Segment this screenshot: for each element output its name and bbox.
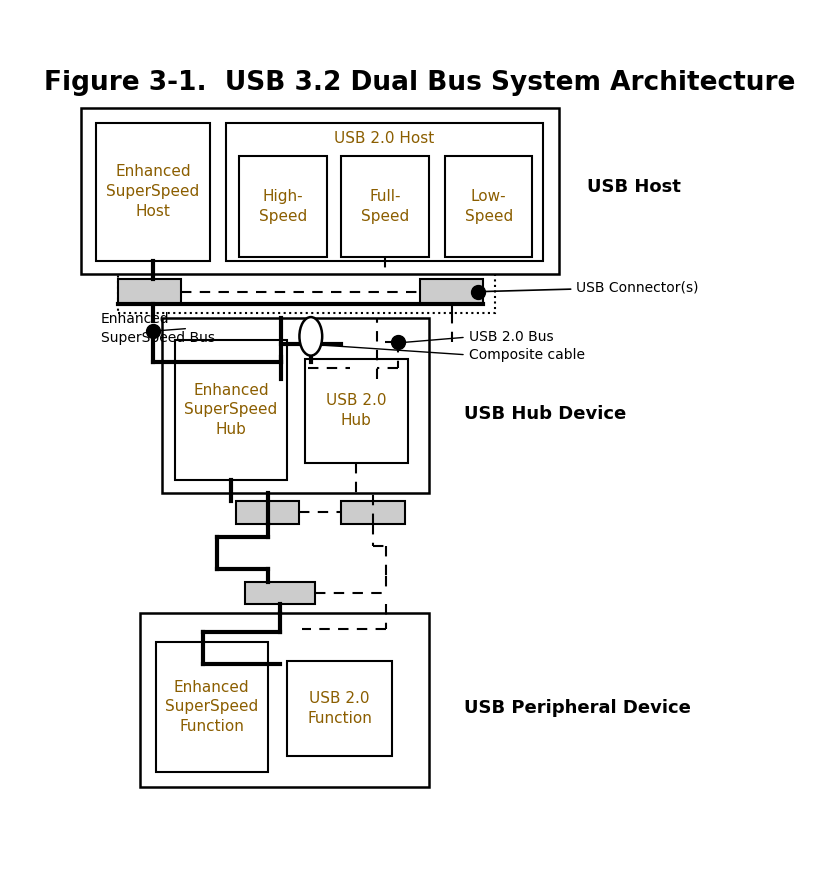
Bar	[96, 123, 210, 261]
Bar	[81, 108, 559, 274]
Text: Enhanced
SuperSpeed Bus: Enhanced SuperSpeed Bus	[101, 312, 215, 344]
Bar	[175, 340, 287, 480]
Bar	[237, 501, 300, 524]
Text: USB Connector(s): USB Connector(s)	[481, 280, 699, 295]
Bar	[420, 279, 483, 304]
Bar	[287, 661, 393, 756]
Bar	[254, 357, 308, 379]
Bar	[156, 642, 268, 772]
Text: USB Hub Device: USB Hub Device	[464, 405, 627, 424]
Bar	[162, 318, 429, 493]
Text: USB Host: USB Host	[586, 177, 680, 196]
Text: Enhanced
SuperSpeed
Function: Enhanced SuperSpeed Function	[165, 680, 258, 734]
Bar	[226, 123, 543, 261]
Text: Composite cable: Composite cable	[468, 348, 585, 361]
Bar	[305, 360, 408, 463]
Bar	[239, 156, 326, 256]
Text: USB 2.0
Function: USB 2.0 Function	[307, 692, 373, 726]
Text: High-
Speed: High- Speed	[258, 189, 307, 223]
Bar	[445, 156, 533, 256]
Bar	[341, 501, 404, 524]
Bar	[341, 156, 429, 256]
Text: USB Peripheral Device: USB Peripheral Device	[464, 699, 691, 716]
Bar	[118, 271, 495, 312]
Bar	[118, 279, 181, 304]
Text: USB 2.0 Bus: USB 2.0 Bus	[468, 330, 553, 344]
Bar	[245, 582, 315, 604]
Text: USB 2.0 Host: USB 2.0 Host	[334, 131, 435, 146]
Text: Figure 3-1.  USB 3.2 Dual Bus System Architecture: Figure 3-1. USB 3.2 Dual Bus System Arch…	[44, 70, 795, 96]
Text: Enhanced
SuperSpeed
Host: Enhanced SuperSpeed Host	[107, 165, 200, 219]
Text: USB 2.0
Hub: USB 2.0 Hub	[326, 393, 387, 428]
Bar	[140, 613, 429, 787]
Bar	[350, 357, 404, 379]
Text: Full-
Speed: Full- Speed	[361, 189, 409, 223]
Text: Enhanced
SuperSpeed
Hub: Enhanced SuperSpeed Hub	[185, 383, 278, 437]
Text: Low-
Speed: Low- Speed	[465, 189, 513, 223]
Ellipse shape	[300, 317, 322, 356]
